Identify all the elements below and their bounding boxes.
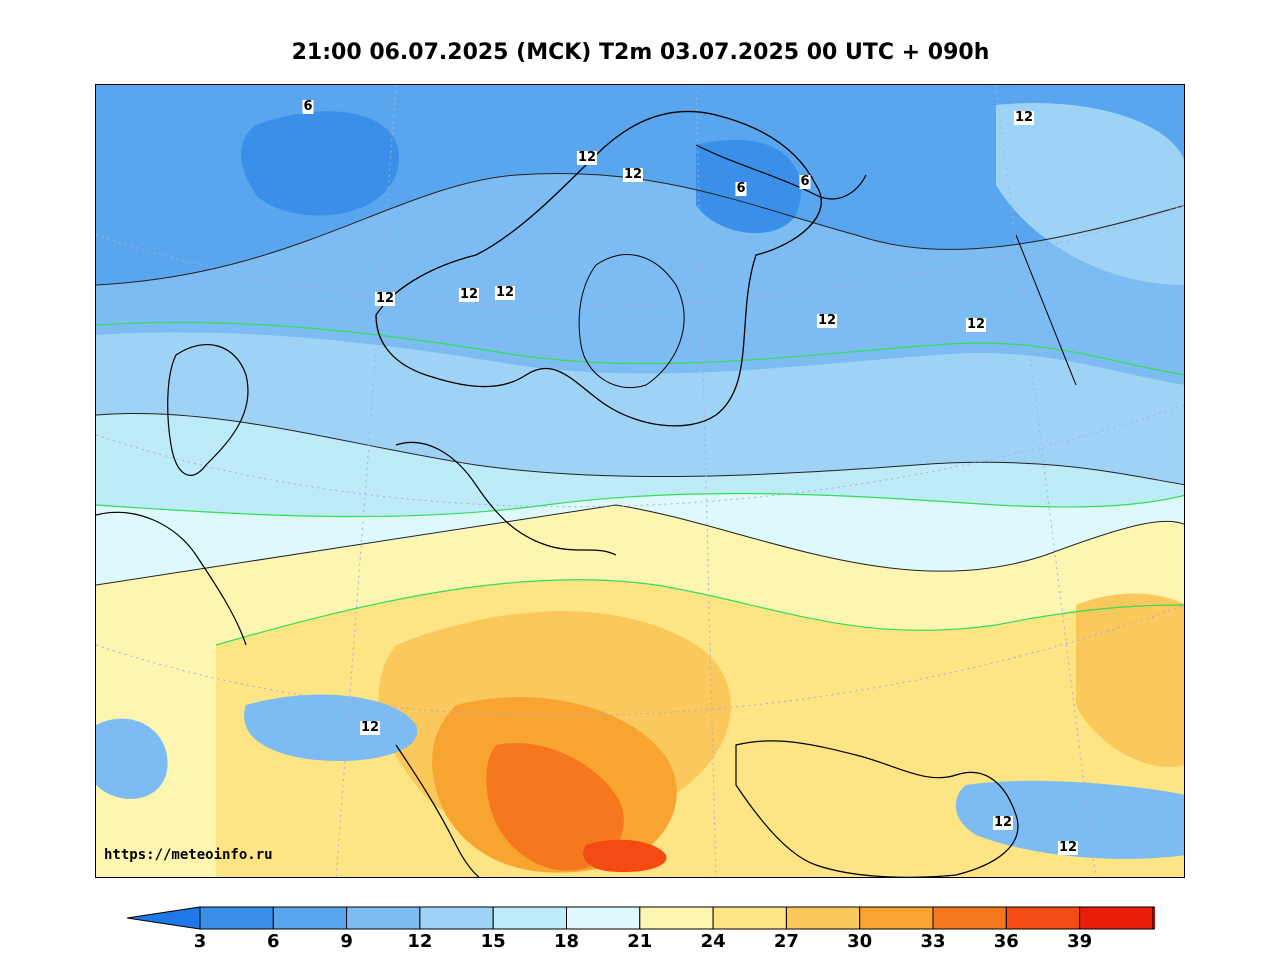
contour-label: 12 — [1013, 110, 1035, 125]
contour-label: 12 — [965, 317, 987, 332]
field-cold-caucasus — [955, 780, 1184, 859]
colorbar-max-arrow — [1152, 906, 1155, 930]
white-sea-coast — [695, 144, 867, 200]
colorbar-tick-label: 15 — [480, 931, 506, 952]
black-sea-coast — [735, 740, 1019, 877]
contour-label: 6 — [302, 99, 314, 114]
colorbar-segment — [932, 906, 1007, 930]
contour-label: 12 — [816, 313, 838, 328]
colorbar-segment — [199, 906, 274, 930]
isotherm-12 — [96, 172, 1184, 286]
colorbar-segment — [1005, 906, 1081, 930]
field-cold-alps-west — [96, 718, 168, 799]
colorbar-tick-label: 39 — [1067, 931, 1093, 952]
ob-river-coast — [1015, 234, 1077, 386]
source-url: https://meteoinfo.ru — [104, 847, 273, 863]
graticule-line — [335, 85, 397, 877]
contour-label: 6 — [799, 174, 811, 189]
finland-lakes-coast — [578, 254, 685, 389]
field-cold-alps — [244, 694, 418, 761]
colorbar-tick-label: 21 — [627, 931, 653, 952]
contour-label: 6 — [735, 181, 747, 196]
contour-label: 12 — [359, 720, 381, 735]
colorbar-segment — [712, 906, 787, 930]
isotherm-21 — [96, 492, 1184, 518]
map-title: 21:00 06.07.2025 (MCK) T2m 03.07.2025 00… — [291, 40, 990, 65]
isotherm-18 — [96, 412, 1184, 486]
field-6-9-north-sea — [241, 111, 400, 216]
colorbar-min-arrow — [126, 906, 201, 930]
isotherm-27 — [215, 579, 1184, 646]
colorbar-segment — [492, 906, 568, 930]
adriatic-coast — [395, 744, 480, 877]
baltic-south-coast — [395, 441, 617, 556]
graticule-line — [695, 85, 717, 877]
contour-label: 12 — [1057, 840, 1079, 855]
colorbar-segment — [419, 906, 494, 930]
british-isles-coast — [167, 344, 249, 476]
contour-label: 12 — [458, 287, 480, 302]
contour-label: 12 — [576, 150, 598, 165]
colorbar-tick-label: 3 — [193, 931, 207, 952]
colorbar-tick-label: 18 — [553, 931, 580, 952]
temperature-map: 6 12 12 6 6 12 12 12 12 12 12 12 12 12 h… — [95, 84, 1185, 878]
colorbar-tick-label: 30 — [847, 931, 873, 952]
colorbar-tick-label: 33 — [920, 931, 946, 952]
colorbar-tick-label: 24 — [700, 931, 726, 952]
field-39 — [582, 839, 667, 873]
contour-label: 12 — [374, 291, 396, 306]
field-15-18-east — [996, 103, 1184, 285]
contour-label: 12 — [494, 285, 516, 300]
field-6-9-kola — [696, 139, 802, 234]
colorbar-segment — [859, 906, 934, 930]
western-europe-coast — [96, 511, 247, 646]
contour-label: 12 — [622, 167, 644, 182]
colorbar-segment — [1079, 906, 1154, 930]
contour-label: 12 — [992, 815, 1014, 830]
colorbar-tick-label: 9 — [340, 931, 353, 952]
colorbar-segment — [785, 906, 861, 930]
colorbar-tick-label: 6 — [267, 931, 280, 952]
isotherm-15 — [96, 321, 1184, 376]
colorbar-segment — [346, 906, 421, 930]
field-30-east — [1076, 593, 1184, 767]
colorbar-segment — [639, 906, 714, 930]
scandinavia-coast — [375, 110, 822, 427]
colorbar-tick-label: 12 — [407, 931, 433, 952]
colorbar-tick-label: 27 — [773, 931, 799, 952]
colorbar-segment — [272, 906, 348, 930]
colorbar-segment — [566, 906, 641, 930]
temperature-field — [96, 85, 1184, 877]
field-36 — [486, 743, 624, 871]
colorbar — [126, 906, 1155, 930]
colorbar-tick-label: 36 — [993, 931, 1019, 952]
graticule-line — [995, 85, 1097, 877]
